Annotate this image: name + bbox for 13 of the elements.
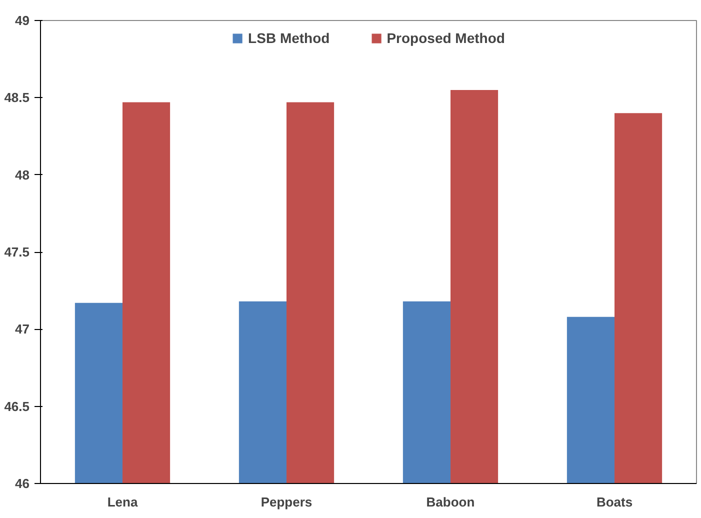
y-tick-label: 48.5: [4, 90, 30, 106]
x-tick-label: Baboon: [426, 494, 475, 510]
x-tick-label: Peppers: [260, 494, 312, 510]
legend-label: LSB Method: [248, 30, 330, 46]
x-tick-label: Boats: [596, 494, 633, 510]
y-tick-label: 48: [15, 167, 30, 182]
y-tick-label: 47.5: [4, 244, 30, 260]
legend-label: Proposed Method: [386, 30, 505, 46]
x-tick-label: Lena: [107, 494, 138, 510]
y-tick-label: 46: [15, 476, 30, 491]
y-tick-label: 46.5: [4, 398, 30, 414]
y-tick-label: 49: [15, 13, 30, 28]
y-tick-label: 47: [15, 322, 30, 337]
